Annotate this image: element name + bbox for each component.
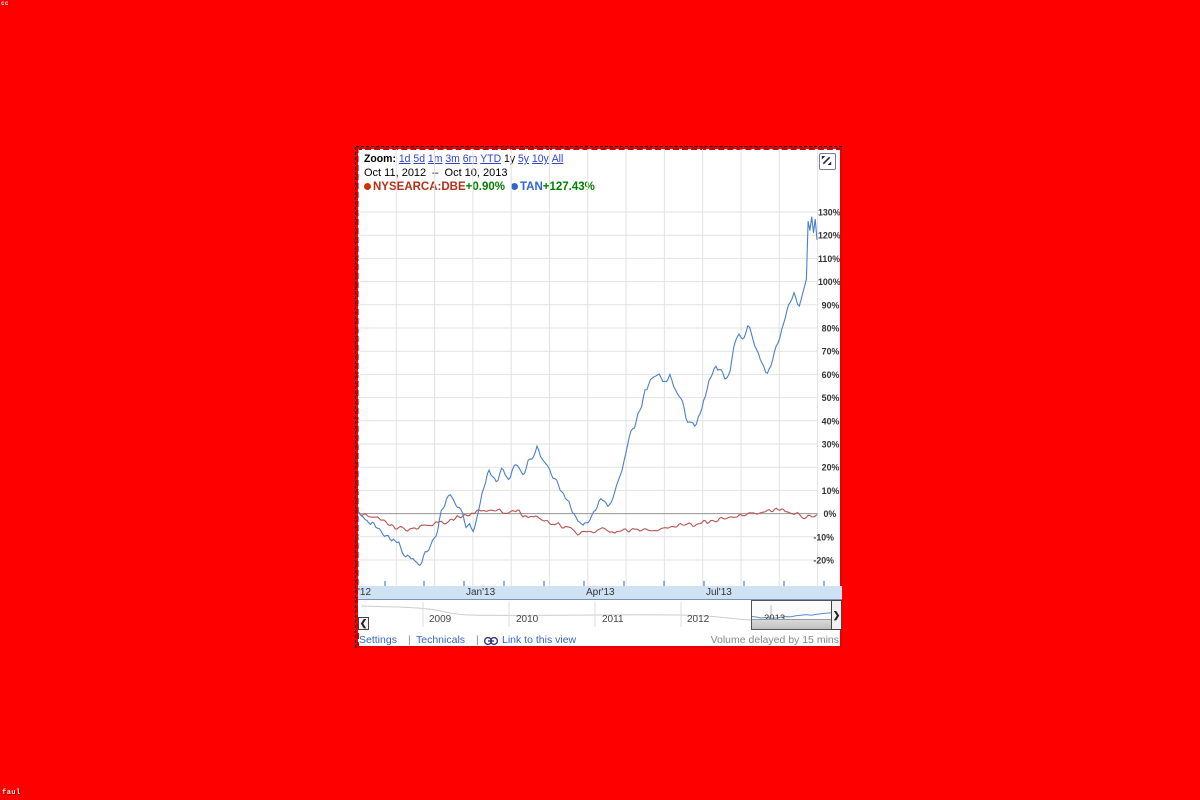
svg-text:120%: 120% xyxy=(818,230,841,240)
svg-text:40%: 40% xyxy=(822,416,840,426)
svg-text:2009: 2009 xyxy=(429,614,452,625)
svg-text:10%: 10% xyxy=(822,486,840,496)
svg-text:100%: 100% xyxy=(818,277,841,287)
svg-text:20%: 20% xyxy=(822,462,840,472)
svg-text:130%: 130% xyxy=(818,207,841,217)
svg-text:30%: 30% xyxy=(822,439,840,449)
svg-text:0%: 0% xyxy=(824,509,837,519)
svg-text:2012: 2012 xyxy=(687,614,710,625)
svg-text:2011: 2011 xyxy=(602,614,624,625)
svg-text:80%: 80% xyxy=(822,323,840,333)
svg-text:70%: 70% xyxy=(822,346,840,356)
svg-text:50%: 50% xyxy=(822,393,840,403)
svg-text:2010: 2010 xyxy=(516,614,539,625)
svg-text:60%: 60% xyxy=(822,370,840,380)
svg-text:110%: 110% xyxy=(818,254,840,264)
svg-text:90%: 90% xyxy=(822,300,840,310)
svg-text:-20%: -20% xyxy=(813,555,834,565)
svg-text:-10%: -10% xyxy=(813,532,834,542)
